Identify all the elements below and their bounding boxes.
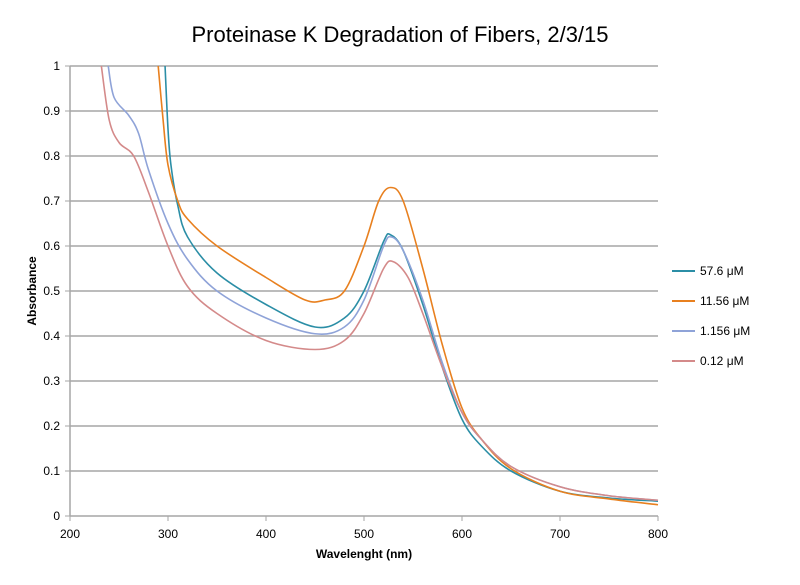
series-line	[107, 65, 659, 502]
y-axis-label: Absorbance	[25, 256, 39, 326]
series-line	[157, 65, 659, 506]
y-tick-label: 0.8	[43, 149, 60, 163]
legend: 57.6 μM 11.56 μM 1.156 μM 0.12 μM	[672, 264, 750, 368]
legend-label: 57.6 μM	[700, 264, 744, 278]
y-tick-label: 0.6	[43, 239, 60, 253]
x-tick-label: 700	[550, 527, 570, 541]
legend-label: 11.56 μM	[700, 294, 749, 308]
y-tick-label: 0.1	[43, 464, 60, 478]
legend-label: 0.12 μM	[700, 354, 744, 368]
x-tick-label: 600	[452, 527, 472, 541]
x-axis-label: Wavelenght (nm)	[316, 547, 412, 561]
series-lines	[100, 65, 659, 506]
axes: 0 0.1 0.2 0.3 0.4 0.5 0.6 0.7 0.8 0.9 1 200 300 400 50…	[43, 59, 668, 541]
y-tick-label: 0.4	[43, 329, 60, 343]
gridlines	[70, 65, 658, 472]
x-tick-label: 200	[60, 527, 80, 541]
y-tick-label: 0.5	[43, 284, 60, 298]
y-tick-label: 0.7	[43, 194, 60, 208]
series-line	[100, 65, 659, 502]
y-tick-label: 1	[53, 59, 60, 73]
y-tick-label: 0.3	[43, 374, 60, 388]
y-tick-label: 0	[53, 509, 60, 523]
y-tick-label: 0.2	[43, 419, 60, 433]
series-line	[164, 65, 659, 502]
x-tick-label: 400	[256, 527, 276, 541]
x-tick-label: 800	[648, 527, 668, 541]
y-tick-label: 0.9	[43, 104, 60, 118]
x-tick-label: 500	[354, 527, 374, 541]
chart-title: Proteinase K Degradation of Fibers, 2/3/…	[191, 22, 608, 47]
legend-label: 1.156 μM	[700, 324, 750, 338]
x-tick-label: 300	[158, 527, 178, 541]
